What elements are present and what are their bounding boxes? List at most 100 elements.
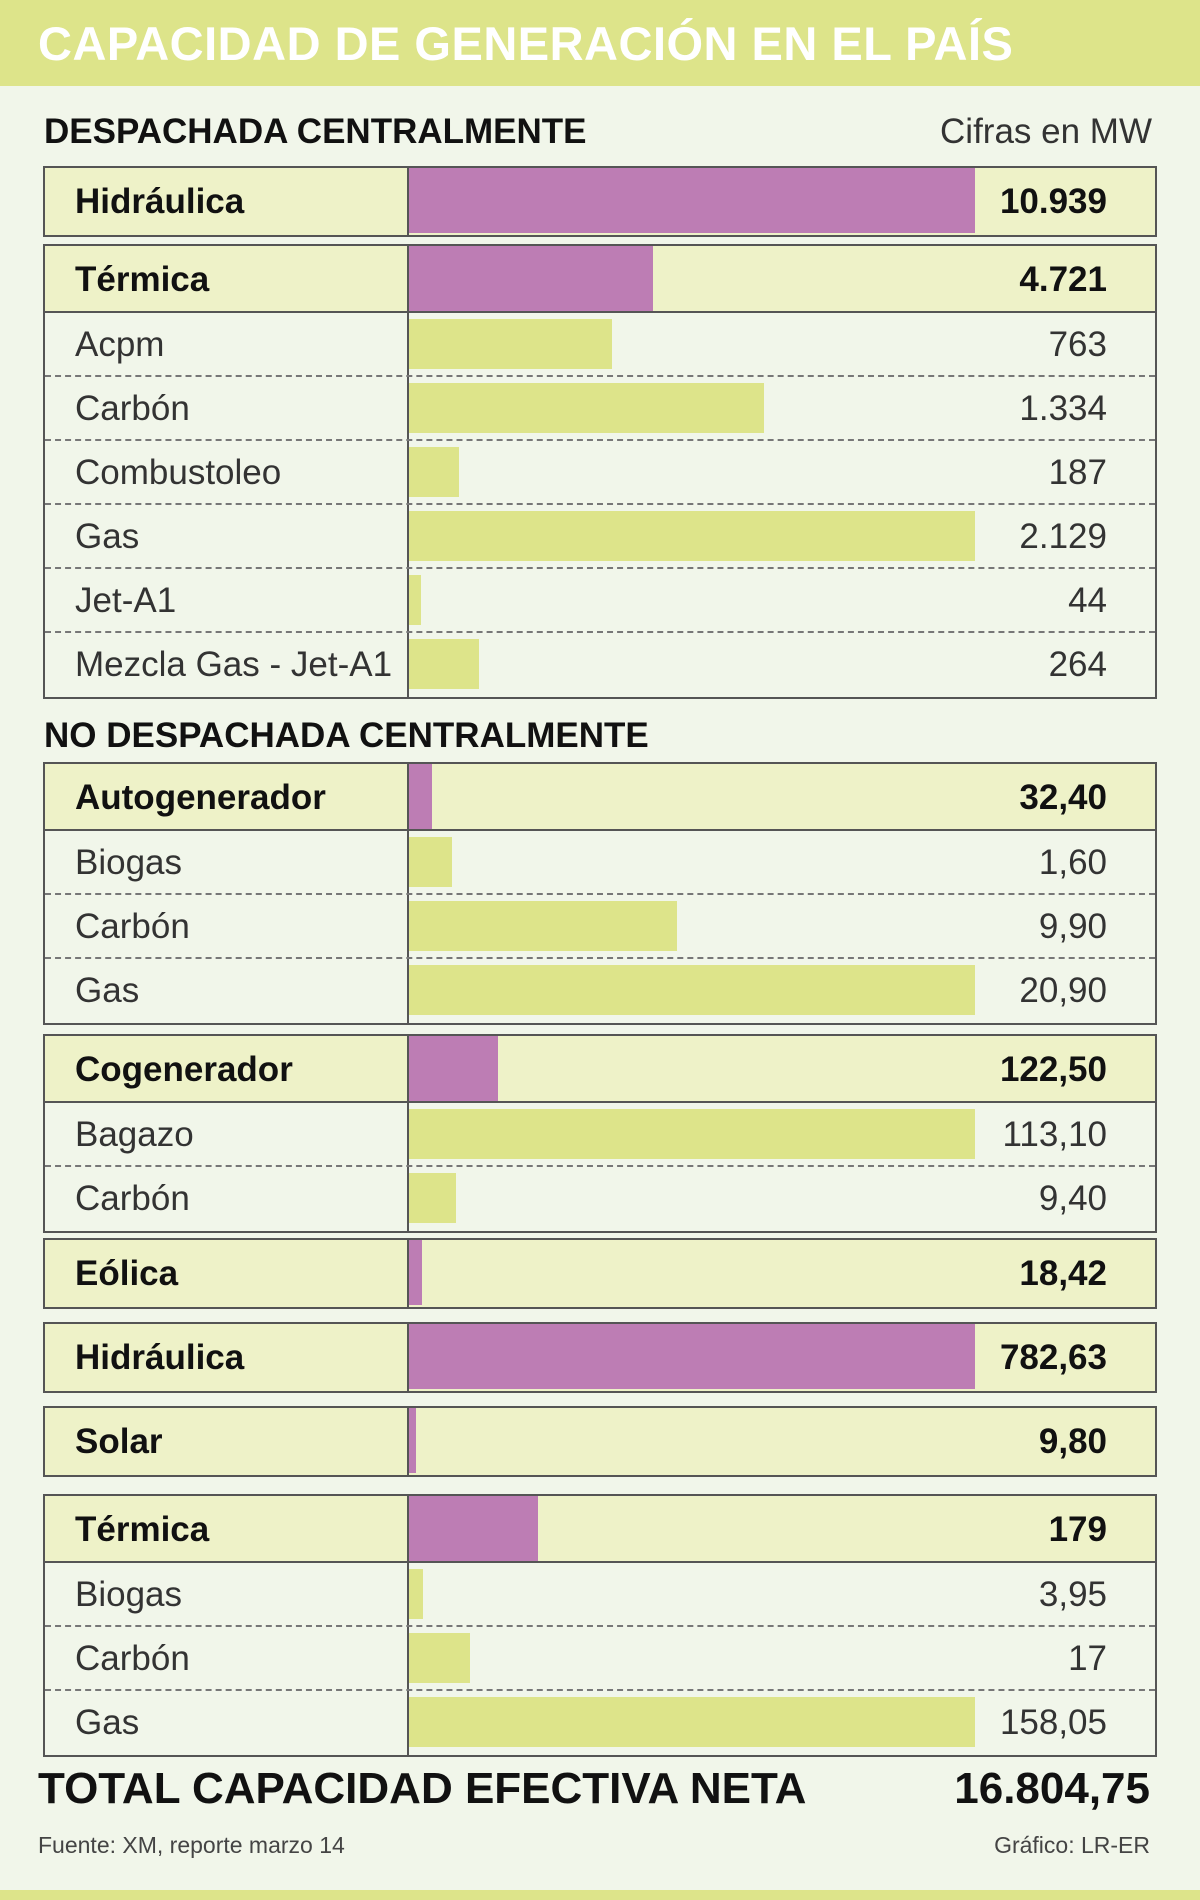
item-label: Jet-A1 (75, 581, 177, 620)
column-divider (407, 1563, 409, 1625)
category-label: Cogenerador (75, 1050, 293, 1089)
category-value: 18,42 (1019, 1254, 1107, 1293)
column-divider (407, 313, 409, 375)
column-divider (407, 831, 409, 893)
item-row-gas: Gas 20,90 (45, 959, 1155, 1023)
column-divider (407, 1036, 409, 1101)
group-panel-solar: Solar 9,80 (43, 1406, 1157, 1477)
item-row-acpm: Acpm 763 (45, 313, 1155, 377)
column-divider (407, 959, 409, 1023)
column-divider (407, 1408, 409, 1475)
footer-bar (0, 1890, 1200, 1900)
item-value: 2.129 (1019, 517, 1107, 556)
category-label: Térmica (75, 260, 210, 299)
category-value: 32,40 (1019, 778, 1107, 817)
item-row-biogas: Biogas 1,60 (45, 831, 1155, 895)
item-label: Gas (75, 971, 140, 1010)
item-bar (409, 1569, 424, 1619)
item-row-carbon: Carbón 17 (45, 1627, 1155, 1691)
item-row-mezcla-gas-jet-a1: Mezcla Gas - Jet-A1 264 (45, 633, 1155, 697)
item-bar (409, 1173, 457, 1223)
item-label: Carbón (75, 389, 190, 428)
category-row: Térmica 4.721 (45, 246, 1155, 313)
column-divider (407, 441, 409, 503)
item-row-biogas: Biogas 3,95 (45, 1563, 1155, 1627)
item-label: Gas (75, 517, 140, 556)
group-panel-hidraulica: Hidráulica 10.939 (43, 166, 1157, 237)
item-value: 3,95 (1038, 1575, 1107, 1614)
column-divider (407, 505, 409, 567)
source-note: Fuente: XM, reporte marzo 14 (38, 1832, 345, 1858)
item-row-carbon: Carbón 1.334 (45, 377, 1155, 441)
column-divider (407, 569, 409, 631)
item-label: Biogas (75, 1575, 183, 1614)
item-value: 158,05 (999, 1703, 1107, 1742)
category-bar (409, 1324, 975, 1389)
item-label: Mezcla Gas - Jet-A1 (75, 645, 393, 684)
item-row-carbon: Carbón 9,90 (45, 895, 1155, 959)
group-panel-cogenerador: Cogenerador 122,50 Bagazo 113,10 Carbón 9,40 (43, 1034, 1157, 1233)
group-panel-autogenerador: Autogenerador 32,40 Biogas 1,60 Carbón 9,90 Ga… (43, 762, 1157, 1025)
item-value: 20,90 (1019, 971, 1107, 1010)
group-panel-termica: Térmica 179 Biogas 3,95 Carbón 17 Gas 158,05 (43, 1494, 1157, 1757)
item-value: 113,10 (1002, 1115, 1107, 1154)
section-title-no-despachada: NO DESPACHADA CENTRALMENTE (44, 716, 649, 755)
category-value: 179 (1048, 1510, 1107, 1549)
item-label: Acpm (75, 325, 165, 364)
column-divider (407, 1103, 409, 1165)
item-bar (409, 837, 453, 887)
category-row: Cogenerador 122,50 (45, 1036, 1155, 1103)
column-divider (407, 895, 409, 957)
category-row: Autogenerador 32,40 (45, 764, 1155, 831)
item-value: 9,40 (1038, 1179, 1107, 1218)
item-row-jet-a1: Jet-A1 44 (45, 569, 1155, 633)
item-bar (409, 965, 975, 1015)
column-divider (407, 1167, 409, 1231)
column-divider (407, 764, 409, 829)
item-bar (409, 639, 480, 689)
item-bar (409, 1697, 975, 1747)
category-row: Hidráulica 10.939 (45, 168, 1155, 235)
header-bar (0, 0, 1200, 86)
category-label: Solar (75, 1422, 163, 1461)
item-value: 9,90 (1038, 907, 1107, 946)
category-bar (409, 1408, 417, 1473)
section-title-despachada: DESPACHADA CENTRALMENTE (44, 112, 587, 151)
category-label: Eólica (75, 1254, 179, 1293)
column-divider (407, 168, 409, 235)
units-label: Cifras en MW (940, 112, 1152, 151)
group-panel-termica: Térmica 4.721 Acpm 763 Carbón 1.334 Combustole… (43, 244, 1157, 699)
category-value: 122,50 (999, 1050, 1107, 1089)
column-divider (407, 1324, 409, 1391)
category-bar (409, 168, 975, 233)
category-bar (409, 1240, 423, 1305)
item-row-gas: Gas 2.129 (45, 505, 1155, 569)
category-value: 9,80 (1038, 1422, 1107, 1461)
page-title: CAPACIDAD DE GENERACIÓN EN EL PAÍS (38, 17, 1014, 70)
item-bar (409, 447, 459, 497)
category-value: 10.939 (999, 182, 1107, 221)
item-bar (409, 319, 612, 369)
item-row-carbon: Carbón 9,40 (45, 1167, 1155, 1231)
item-bar (409, 575, 421, 625)
category-bar (409, 1496, 539, 1561)
category-bar (409, 246, 654, 311)
item-row-bagazo: Bagazo 113,10 (45, 1103, 1155, 1167)
category-label: Autogenerador (75, 778, 326, 817)
category-row: Solar 9,80 (45, 1408, 1155, 1475)
item-value: 187 (1048, 453, 1107, 492)
category-value: 782,63 (999, 1338, 1107, 1377)
column-divider (407, 1627, 409, 1689)
category-label: Hidráulica (75, 182, 245, 221)
item-row-combustoleo: Combustoleo 187 (45, 441, 1155, 505)
item-bar (409, 1633, 470, 1683)
item-label: Bagazo (75, 1115, 194, 1154)
item-label: Biogas (75, 843, 183, 882)
category-row: Hidráulica 782,63 (45, 1324, 1155, 1391)
category-label: Hidráulica (75, 1338, 245, 1377)
item-value: 44 (1068, 581, 1107, 620)
column-divider (407, 1691, 409, 1755)
column-divider (407, 1240, 409, 1307)
item-bar (409, 383, 764, 433)
category-bar (409, 764, 433, 829)
